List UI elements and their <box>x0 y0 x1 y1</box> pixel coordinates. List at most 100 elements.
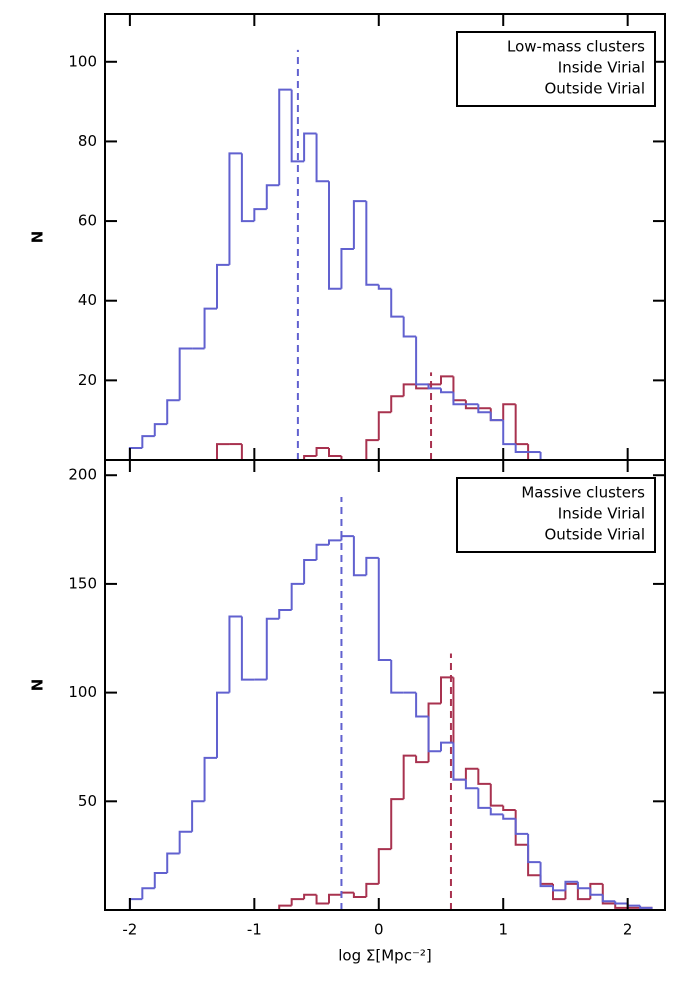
histogram-step <box>614 901 628 905</box>
histogram-step <box>352 536 367 577</box>
histogram-step <box>440 388 454 394</box>
legend-title: Low-mass clusters <box>507 38 645 56</box>
histogram-step <box>415 336 429 386</box>
histogram-step <box>489 783 504 807</box>
histogram-step <box>228 615 242 693</box>
histogram-step <box>390 395 404 413</box>
histogram-step <box>452 392 466 406</box>
legend-box <box>456 477 656 553</box>
histogram-step <box>415 692 429 718</box>
histogram-step <box>290 898 305 906</box>
y-axis-label: N <box>29 679 47 692</box>
histogram-step <box>340 891 354 895</box>
histogram-step <box>178 830 193 854</box>
legend-box <box>456 31 656 107</box>
histogram-step <box>576 883 591 901</box>
histogram-step <box>365 439 379 460</box>
x-tick-label: 2 <box>623 921 633 939</box>
histogram-step <box>564 880 578 891</box>
histogram-step <box>328 539 342 545</box>
histogram-step <box>390 660 404 694</box>
legend-entry: Inside Virial <box>558 59 645 77</box>
histogram-step <box>240 616 255 681</box>
y-tick-label: 100 <box>68 52 97 70</box>
histogram-step <box>265 184 280 210</box>
histogram-step <box>352 200 367 249</box>
legend-title: Massive clusters <box>521 484 645 502</box>
histogram-step <box>203 756 217 802</box>
x-tick-label: -1 <box>247 921 262 939</box>
histogram-step <box>427 716 441 753</box>
y-tick-label: 60 <box>78 212 97 230</box>
histogram-step <box>365 201 379 286</box>
histogram-step <box>216 263 230 309</box>
histogram-step <box>452 742 466 781</box>
x-tick-label: 1 <box>498 921 508 939</box>
histogram-step <box>216 691 230 758</box>
histogram-step <box>303 559 317 584</box>
histogram-step <box>278 904 292 910</box>
histogram-step <box>489 807 504 816</box>
histogram-step <box>153 872 168 889</box>
histogram-step <box>153 423 168 437</box>
histogram-step <box>141 887 155 900</box>
histogram-step <box>203 307 217 349</box>
x-tick-label: 0 <box>374 921 384 939</box>
x-axis-label: log Σ[Mpc⁻²] <box>338 947 431 965</box>
histogram-step <box>340 535 354 541</box>
histogram-step <box>477 788 491 809</box>
histogram-step <box>440 375 454 385</box>
histogram-step <box>290 582 305 610</box>
legend-entry: Outside Virial <box>545 80 646 98</box>
histogram-step <box>315 543 329 560</box>
histogram-step <box>626 903 641 907</box>
histogram-step <box>290 89 305 163</box>
y-tick-label: 80 <box>78 132 97 150</box>
histogram-step <box>216 443 230 460</box>
histogram-step <box>477 404 491 414</box>
histogram-step <box>365 556 379 576</box>
histogram-step <box>427 702 441 763</box>
y-axis-label: N <box>29 231 47 244</box>
histogram-step <box>166 399 180 425</box>
x-tick-label: -2 <box>122 921 137 939</box>
histogram-step <box>377 411 392 441</box>
histogram-step <box>328 893 342 904</box>
histogram-step <box>427 384 441 390</box>
histogram-step <box>464 779 479 790</box>
legend-entry: Outside Virial <box>545 526 646 544</box>
histogram-step <box>265 617 280 680</box>
histogram-step <box>141 435 155 449</box>
histogram-step <box>489 408 504 422</box>
legend-entry: Inside Virial <box>558 505 645 523</box>
histogram-step <box>589 888 603 896</box>
histogram-step <box>240 153 255 223</box>
y-tick-label: 150 <box>68 574 97 592</box>
histogram-step <box>502 805 516 811</box>
histogram-step <box>315 133 329 183</box>
histogram-step <box>303 132 317 162</box>
histogram-step <box>328 181 342 290</box>
histogram-step <box>514 444 529 454</box>
histogram-step <box>440 676 454 704</box>
histogram-step <box>614 903 628 909</box>
histogram-step <box>278 88 292 186</box>
histogram-step <box>278 609 292 619</box>
histogram-step <box>253 208 267 222</box>
histogram-step <box>502 403 516 421</box>
histogram-step <box>539 452 553 461</box>
histogram-step <box>502 420 516 446</box>
histogram-step <box>377 284 392 290</box>
histogram-step <box>178 347 193 401</box>
histogram-step <box>564 882 578 900</box>
histogram-step <box>601 894 616 903</box>
histogram-step <box>489 412 504 422</box>
histogram-step <box>601 883 616 905</box>
histogram-step <box>365 882 379 897</box>
histogram-step <box>328 448 342 458</box>
histogram-step <box>477 768 491 785</box>
histogram-step <box>452 376 466 402</box>
histogram-step <box>552 886 566 892</box>
histogram-step <box>415 755 429 764</box>
